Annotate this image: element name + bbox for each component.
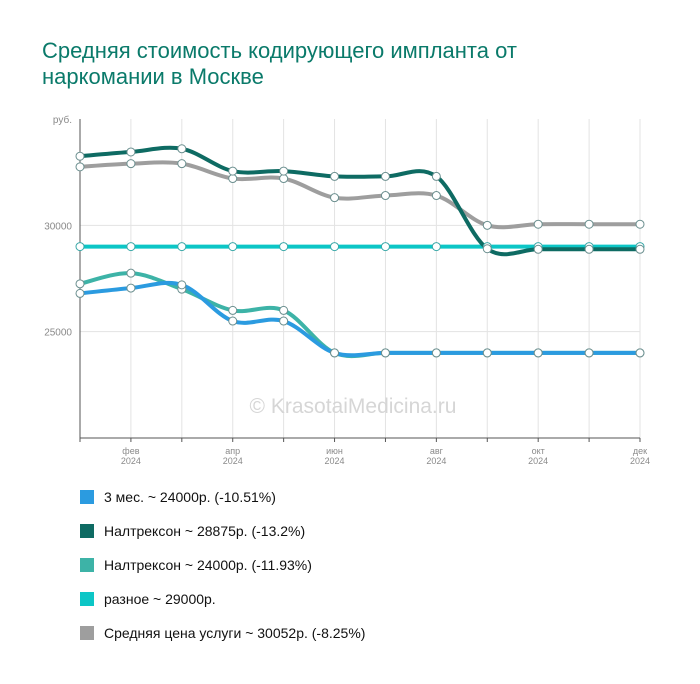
data-point	[380, 242, 390, 252]
data-point	[75, 242, 85, 252]
data-point	[635, 348, 645, 358]
data-point	[635, 219, 645, 229]
data-point	[584, 219, 594, 229]
data-point	[177, 280, 187, 290]
x-tick-label-month: окт	[532, 446, 545, 456]
x-tick-label-year: 2024	[630, 456, 650, 466]
series-lines	[78, 145, 642, 359]
data-point	[431, 191, 441, 201]
watermark-text: © KrasotaiMedicina.ru	[250, 395, 457, 418]
legend-swatch	[80, 490, 94, 504]
legend-label: 3 мес. ~ 24000р. (-10.51%)	[104, 489, 276, 505]
data-point	[75, 288, 85, 298]
data-point	[533, 244, 543, 254]
data-point	[279, 174, 289, 184]
data-point	[482, 348, 492, 358]
series-line-4	[78, 160, 642, 230]
data-point	[482, 244, 492, 254]
legend-item[interactable]: 3 мес. ~ 24000р. (-10.51%)	[80, 487, 276, 507]
data-point	[228, 242, 238, 252]
chart-title-line-1: Средняя стоимость кодирующего импланта о…	[42, 38, 517, 63]
data-point	[330, 348, 340, 358]
x-tick-label-month: апр	[225, 446, 240, 456]
y-tick-label: 25000	[44, 328, 72, 339]
series-line-0	[78, 280, 642, 358]
data-point	[228, 166, 238, 176]
data-point	[431, 242, 441, 252]
chart-title-line-2: наркомании в Москве	[42, 64, 264, 89]
legend-label: разное ~ 29000р.	[104, 591, 216, 607]
legend-item[interactable]: Налтрексон ~ 28875р. (-13.2%)	[80, 521, 305, 541]
data-point	[126, 283, 136, 293]
data-point	[431, 348, 441, 358]
data-point	[380, 171, 390, 181]
data-point	[584, 348, 594, 358]
data-point	[228, 174, 238, 184]
data-point	[228, 305, 238, 315]
y-unit-label: руб.	[53, 114, 72, 126]
legend-label: Средняя цена услуги ~ 30052р. (-8.25%)	[104, 625, 366, 641]
data-point	[177, 159, 187, 169]
chart-axes: 2500030000руб.фев2024апр2024июн2024авг20…	[44, 114, 650, 466]
x-tick-label-year: 2024	[528, 456, 548, 466]
data-point	[279, 316, 289, 326]
x-tick-label-month: авг	[430, 446, 444, 456]
data-point	[75, 279, 85, 289]
y-tick-label: 30000	[44, 221, 72, 232]
series-points	[75, 144, 645, 358]
x-tick-label-year: 2024	[426, 456, 446, 466]
legend-swatch	[80, 524, 94, 538]
x-tick-label-month: фев	[122, 446, 139, 456]
x-tick-label-year: 2024	[223, 456, 243, 466]
x-tick-label-month: июн	[326, 446, 343, 456]
data-point	[126, 268, 136, 278]
chart-title: Средняя стоимость кодирующего импланта о…	[42, 38, 662, 90]
data-point	[177, 242, 187, 252]
legend-swatch	[80, 558, 94, 572]
legend-label: Налтрексон ~ 28875р. (-13.2%)	[104, 523, 306, 539]
series-line-2	[78, 271, 642, 359]
data-point	[126, 147, 136, 157]
legend-swatch	[80, 592, 94, 606]
data-point	[279, 166, 289, 176]
data-point	[279, 242, 289, 252]
x-tick-label-year: 2024	[121, 456, 141, 466]
data-point	[126, 242, 136, 252]
legend-swatch	[80, 626, 94, 640]
data-point	[75, 151, 85, 161]
data-point	[330, 193, 340, 203]
x-tick-label-month: дек	[633, 446, 647, 456]
data-point	[635, 244, 645, 254]
data-point	[330, 242, 340, 252]
legend-label: Налтрексон ~ 24000р. (-11.93%)	[104, 557, 312, 573]
data-point	[584, 244, 594, 254]
data-point	[228, 316, 238, 326]
data-point	[482, 220, 492, 230]
x-tick-label-year: 2024	[325, 456, 345, 466]
data-point	[533, 219, 543, 229]
chart-grid	[80, 119, 641, 438]
data-point	[75, 162, 85, 172]
data-point	[380, 348, 390, 358]
legend-item[interactable]: разное ~ 29000р.	[80, 589, 216, 609]
legend-item[interactable]: Налтрексон ~ 24000р. (-11.93%)	[80, 555, 312, 575]
data-point	[380, 191, 390, 201]
data-point	[330, 171, 340, 181]
legend-item[interactable]: Средняя цена услуги ~ 30052р. (-8.25%)	[80, 623, 365, 643]
data-point	[126, 159, 136, 169]
data-point	[431, 171, 441, 181]
data-point	[533, 348, 543, 358]
data-point	[279, 305, 289, 315]
data-point	[177, 144, 187, 154]
